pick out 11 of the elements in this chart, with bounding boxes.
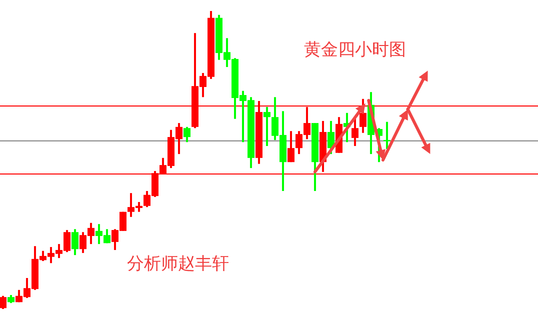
candlestick <box>328 120 334 156</box>
candlestick <box>352 116 358 147</box>
candlestick <box>288 130 294 164</box>
candlestick <box>72 228 78 256</box>
candlestick <box>264 106 270 147</box>
candlestick <box>184 126 190 144</box>
candlestick <box>384 120 390 150</box>
text: 黄金四小时图 <box>304 40 406 60</box>
candlestick <box>0 294 6 310</box>
annotation: 分析师赵丰轩 <box>127 254 229 274</box>
candlestick <box>360 98 366 134</box>
